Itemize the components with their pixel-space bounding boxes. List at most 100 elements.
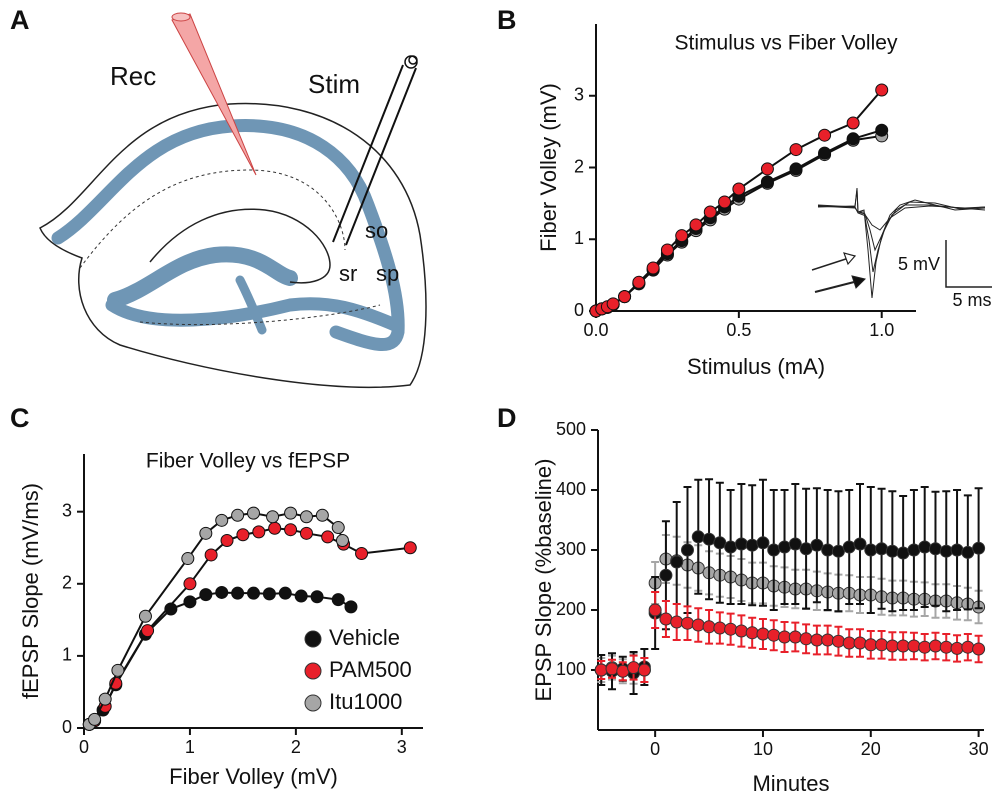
- stim-electrode: [332, 64, 417, 246]
- data-point: [928, 542, 942, 556]
- data-point: [788, 537, 802, 551]
- data-point: [732, 182, 746, 196]
- fissure: [79, 169, 346, 269]
- data-point: [262, 587, 276, 601]
- data-point: [98, 692, 112, 706]
- x-tick-label: 1: [185, 737, 195, 757]
- data-point: [885, 544, 899, 558]
- data-point: [724, 622, 738, 636]
- data-point: [789, 162, 803, 176]
- rec-top: [171, 12, 191, 22]
- y-tick-label: 1: [574, 228, 584, 248]
- data-point: [183, 595, 197, 609]
- data-point: [831, 634, 845, 648]
- data-point: [278, 586, 292, 600]
- data-point: [616, 664, 630, 678]
- data-point: [778, 630, 792, 644]
- data-point: [756, 627, 770, 641]
- data-point: [853, 636, 867, 650]
- data-point: [680, 543, 694, 557]
- data-point: [846, 132, 860, 146]
- x-tick-label: 3: [397, 737, 407, 757]
- data-point: [183, 577, 197, 591]
- x-axis-label: Stimulus (mA): [687, 354, 825, 379]
- y-axis-label: Fiber Volley (mV): [536, 83, 561, 252]
- legend-marker: [304, 630, 322, 648]
- data-point: [767, 543, 781, 557]
- data-point: [675, 229, 689, 243]
- data-point: [220, 534, 234, 548]
- data-point: [215, 585, 229, 599]
- data-point: [321, 530, 335, 544]
- y-tick-label: 2: [574, 156, 584, 176]
- data-point: [335, 534, 349, 548]
- data-point: [284, 506, 298, 520]
- x-tick-label: 10: [753, 739, 773, 759]
- data-point: [627, 661, 641, 675]
- data-point: [789, 143, 803, 157]
- data-point: [724, 540, 738, 554]
- data-point: [670, 555, 684, 569]
- data-point: [810, 538, 824, 552]
- data-point: [703, 205, 717, 219]
- data-point: [659, 568, 673, 582]
- data-point: [810, 633, 824, 647]
- data-point: [199, 588, 213, 602]
- x-tick-label: 0.5: [726, 320, 751, 340]
- data-point: [648, 603, 662, 617]
- data-point: [215, 513, 229, 527]
- data-point: [950, 641, 964, 655]
- data-point: [818, 128, 832, 142]
- x-tick-label: 20: [861, 739, 881, 759]
- stim-coil: [408, 55, 418, 65]
- data-point: [680, 616, 694, 630]
- data-point: [199, 526, 213, 540]
- layer-label: so: [365, 218, 388, 243]
- dg-outline: [149, 208, 331, 284]
- data-point: [907, 543, 921, 557]
- panel-label: C: [10, 403, 30, 433]
- data-point: [842, 540, 856, 554]
- data-point: [331, 593, 345, 607]
- data-point: [853, 537, 867, 551]
- data-point: [799, 632, 813, 646]
- data-point: [939, 640, 953, 654]
- data-point: [299, 510, 313, 524]
- data-point: [718, 195, 732, 209]
- y-axis-label: fEPSP Slope (mV/ms): [18, 483, 43, 699]
- data-point: [594, 663, 608, 677]
- series-line: [88, 512, 344, 726]
- data-point: [315, 508, 329, 522]
- y-tick-label: 400: [556, 479, 586, 499]
- data-point: [760, 162, 774, 176]
- data-point: [928, 639, 942, 653]
- panel-label: B: [497, 5, 517, 35]
- data-point: [818, 146, 832, 160]
- data-point: [88, 712, 102, 726]
- data-point: [299, 526, 313, 540]
- scale-label: 5 mV: [898, 254, 940, 274]
- data-point: [689, 218, 703, 232]
- stim-coil: [404, 55, 418, 69]
- layer-label: sp: [376, 261, 399, 286]
- legend-label: Itu1000: [329, 689, 402, 714]
- data-point: [961, 545, 975, 559]
- data-point: [164, 602, 178, 616]
- y-tick-label: 0: [574, 300, 584, 320]
- layer-label: sr: [339, 261, 357, 286]
- data-point: [972, 642, 986, 656]
- stim-label: Stim: [308, 69, 360, 99]
- data-point: [756, 536, 770, 550]
- data-point: [821, 633, 835, 647]
- legend-label: PAM500: [329, 657, 412, 682]
- panel-label: D: [497, 403, 517, 433]
- x-tick-label: 1.0: [869, 320, 894, 340]
- data-point: [896, 639, 910, 653]
- data-point: [702, 620, 716, 634]
- data-point: [252, 525, 266, 539]
- data-point: [875, 83, 889, 97]
- x-axis-label: Minutes: [752, 771, 829, 796]
- y-tick-label: 500: [556, 419, 586, 439]
- panel-label: A: [10, 5, 30, 35]
